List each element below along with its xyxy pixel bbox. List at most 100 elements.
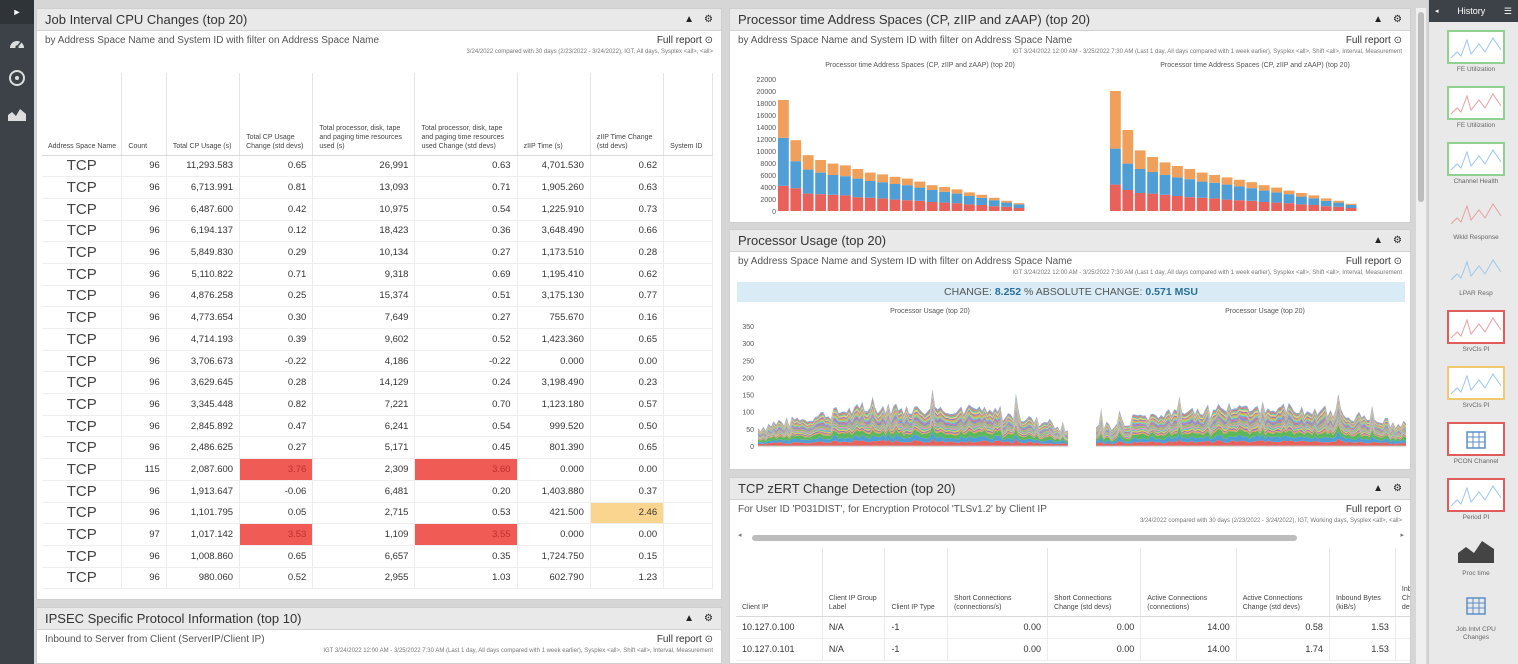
table-row[interactable]: TCP 97 1,017.142 3.53 1,109 3.55 0.000 0.00 <box>42 523 713 546</box>
bar-segment[interactable] <box>802 169 814 194</box>
column-header[interactable]: Total CP Usage (s) <box>166 73 241 156</box>
bar-segment[interactable] <box>1296 196 1307 205</box>
bar-segment[interactable] <box>1001 202 1012 207</box>
bar-segment[interactable] <box>802 193 814 211</box>
bar-segment[interactable] <box>1001 206 1012 211</box>
bar-segment[interactable] <box>1184 179 1196 198</box>
collapse-icon[interactable]: ▲ <box>1373 483 1384 494</box>
area-series[interactable] <box>1096 410 1406 437</box>
bar-segment[interactable] <box>877 182 888 199</box>
bar-segment[interactable] <box>1110 184 1121 211</box>
bar-segment[interactable] <box>1283 194 1295 204</box>
bar-segment[interactable] <box>1333 202 1344 207</box>
bar-segment[interactable] <box>1184 169 1196 180</box>
history-thumbnail[interactable] <box>1447 366 1505 400</box>
bar-segment[interactable] <box>1209 175 1220 183</box>
table-row[interactable]: TCP 96 4,773.654 0.30 7,649 0.27 755.670 0.16 <box>42 306 713 329</box>
bar-segment[interactable] <box>951 193 963 204</box>
bar-segment[interactable] <box>802 155 814 170</box>
bar-segment[interactable] <box>1209 182 1220 199</box>
bar-segment[interactable] <box>815 194 826 211</box>
table-row[interactable]: TCP 115 2,087.600 3.76 2,309 3.60 0.000 0.00 <box>42 458 713 481</box>
gear-icon[interactable]: ⚙ <box>1393 235 1402 246</box>
table-row[interactable]: TCP 96 6,487.600 0.42 10,975 0.54 1,225.910 0.7… <box>42 198 713 221</box>
bar-segment[interactable] <box>1001 200 1012 203</box>
table-row[interactable]: TCP 96 1,913.647 -0.06 6,481 0.20 1,403.880 0.3… <box>42 480 713 503</box>
bar-segment[interactable] <box>976 205 988 211</box>
horizontal-scrollbar[interactable]: ◂ ▸ <box>738 532 1404 541</box>
column-header[interactable]: Active Connections Change (std devs) <box>1236 548 1330 617</box>
bar-segment[interactable] <box>976 194 988 198</box>
bar-segment[interactable] <box>1246 200 1258 211</box>
bar-segment[interactable] <box>1172 196 1183 211</box>
area-series[interactable] <box>758 414 1068 439</box>
table-row[interactable]: TCP 96 5,110.822 0.71 9,318 0.69 1,195.410 0.62 <box>42 263 713 286</box>
bar-segment[interactable] <box>1283 203 1295 211</box>
bar-segment[interactable] <box>1159 194 1171 211</box>
dashboard-gauge-icon[interactable] <box>0 24 34 60</box>
bar-segment[interactable] <box>1184 197 1196 211</box>
history-item[interactable]: PCON Channel <box>1447 422 1505 466</box>
bar-segment[interactable] <box>864 181 876 198</box>
bar-segment[interactable] <box>1159 162 1171 175</box>
bar-segment[interactable] <box>1196 172 1208 182</box>
bar-segment[interactable] <box>1234 200 1245 211</box>
bar-segment[interactable] <box>1013 208 1025 211</box>
column-header[interactable]: Total CP Usage Change (std devs) <box>239 73 314 156</box>
area-series[interactable] <box>758 393 1068 434</box>
area-series[interactable] <box>1096 393 1406 431</box>
history-item[interactable]: Proc time <box>1447 534 1505 578</box>
column-header[interactable]: Address Space Name <box>42 73 123 156</box>
history-thumbnail[interactable] <box>1447 86 1505 120</box>
area-series[interactable] <box>758 407 1068 438</box>
area-series[interactable] <box>1096 404 1406 435</box>
area-series[interactable] <box>1096 419 1406 440</box>
area-series[interactable] <box>1096 417 1406 440</box>
bar-segment[interactable] <box>988 206 1000 211</box>
bar-segment[interactable] <box>1234 186 1245 201</box>
history-thumbnail[interactable] <box>1447 142 1505 176</box>
area-series[interactable] <box>1096 406 1406 436</box>
bar-segment[interactable] <box>1234 179 1245 187</box>
bar-segment[interactable] <box>1320 200 1332 207</box>
gear-icon[interactable]: ⚙ <box>704 613 713 624</box>
table-row[interactable]: TCP 96 980.060 0.52 2,955 1.03 602.790 1.23 <box>42 567 713 590</box>
bar-segment[interactable] <box>864 197 876 211</box>
bar-segment[interactable] <box>1258 185 1270 191</box>
history-item[interactable]: SrvCls PI <box>1447 310 1505 354</box>
area-series[interactable] <box>758 399 1068 435</box>
bar-segment[interactable] <box>902 178 913 186</box>
column-header[interactable]: Client IP <box>736 548 823 617</box>
bar-segment[interactable] <box>1333 200 1344 203</box>
bar-segment[interactable] <box>926 185 938 190</box>
history-thumbnail[interactable] <box>1447 590 1505 624</box>
gear-icon[interactable]: ⚙ <box>1393 483 1402 494</box>
area-chart-icon[interactable] <box>0 96 34 132</box>
bar-segment[interactable] <box>1196 181 1208 198</box>
table-row[interactable]: TCP 96 3,706.673 -0.22 4,186 -0.22 0.000 0.00 <box>42 350 713 373</box>
bar-segment[interactable] <box>1246 188 1258 201</box>
area-series[interactable] <box>758 416 1068 440</box>
table-row[interactable]: TCP 96 4,876.258 0.25 15,374 0.51 3,175.130 0.7… <box>42 285 713 308</box>
collapse-nav-button[interactable]: ► <box>0 0 34 24</box>
bar-segment[interactable] <box>852 197 864 211</box>
bar-segment[interactable] <box>1258 202 1270 211</box>
bar-segment[interactable] <box>939 202 950 211</box>
bar-segment[interactable] <box>1110 148 1121 185</box>
history-thumbnail[interactable] <box>1447 478 1505 512</box>
bar-segment[interactable] <box>964 192 975 196</box>
area-series[interactable] <box>1096 416 1406 439</box>
table-row[interactable]: TCP 96 4,714.193 0.39 9,602 0.52 1,423.360 0.65 <box>42 328 713 351</box>
area-series[interactable] <box>758 419 1068 441</box>
bar-segment[interactable] <box>827 194 839 211</box>
area-series[interactable] <box>758 404 1068 436</box>
bar-segment[interactable] <box>1110 91 1121 149</box>
bar-segment[interactable] <box>939 187 950 192</box>
bar-segment[interactable] <box>1172 166 1183 178</box>
collapse-icon[interactable]: ▲ <box>1373 235 1384 246</box>
bar-segment[interactable] <box>1013 203 1025 205</box>
gear-icon[interactable]: ⚙ <box>704 14 713 25</box>
table-row[interactable]: 10.127.0.101N/A-10.000.0014.001.741.530.… <box>736 638 1410 661</box>
collapse-icon[interactable]: ▲ <box>1373 14 1384 25</box>
bar-segment[interactable] <box>1333 206 1344 211</box>
